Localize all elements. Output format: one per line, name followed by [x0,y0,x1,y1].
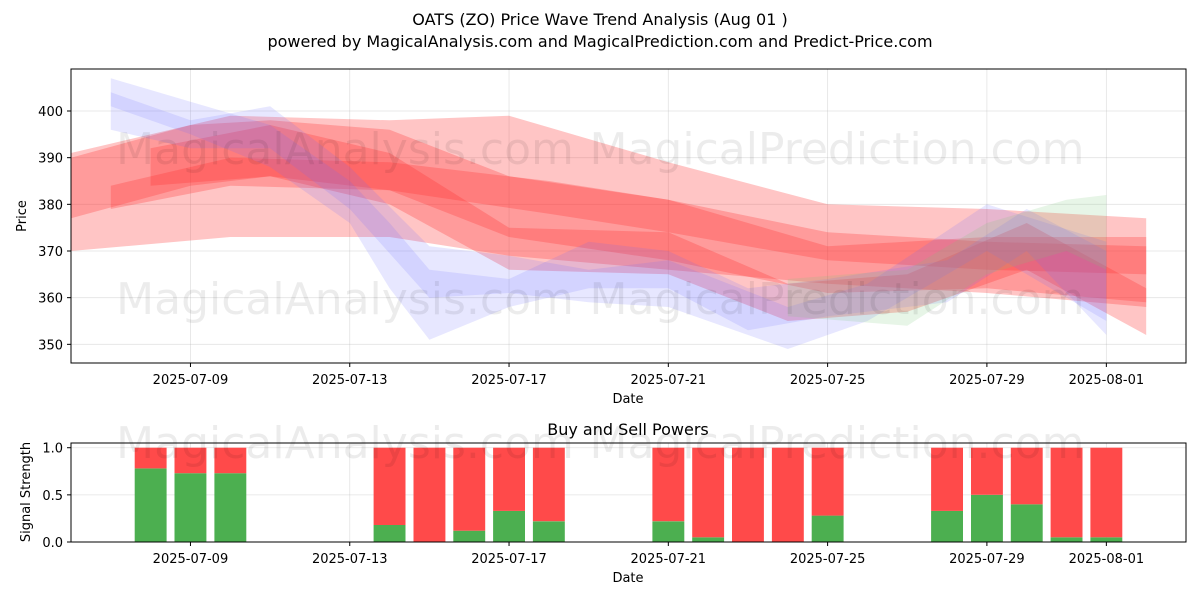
price-y-ticks: 350 360 370 380 390 400 [38,105,71,353]
price-plot-area [71,69,1186,363]
price-x-tick-label: 2025-07-17 [471,373,547,388]
buy-power-bar [134,468,167,542]
red-wave-band [71,115,1147,307]
signal-y-tick-label: 0.0 [42,536,63,551]
buy-power-bar [174,473,207,542]
signal-x-tick-label: 2025-07-29 [949,552,1025,567]
price-plot-frame [70,68,1187,364]
price-x-tick-label: 2025-07-09 [153,373,229,388]
signal-x-tick-label: 2025-07-17 [471,552,547,567]
sell-power-bar [971,447,1003,495]
price-y-axis-label: Price [15,200,30,232]
signal-title: Buy and Sell Powers [547,420,709,439]
green-wave-band [787,195,1107,326]
buy-power-bar [811,515,844,542]
price-y-tick-label: 400 [38,105,63,120]
sell-power-bar [931,447,963,511]
buy-power-bar [652,521,685,542]
watermark-prediction-mid: MagicalPrediction.com [590,274,1085,325]
sell-power-bar [214,447,247,474]
signal-x-ticks: 2025-07-09 2025-07-13 2025-07-17 2025-07-21… [153,542,1144,567]
signal-x-axis-label: Date [612,571,643,586]
price-x-ticks: 2025-07-09 2025-07-13 2025-07-17 2025-07-21… [153,363,1144,388]
price-x-tick-label: 2025-07-13 [312,373,388,388]
buy-power-bar [453,530,486,542]
signal-x-tick-label: 2025-07-13 [312,552,388,567]
red-wave-band [150,125,1147,335]
price-x-axis-label: Date [612,392,643,407]
buy-power-bar [493,510,525,542]
buy-power-bar [692,537,725,542]
watermark-analysis-mid: MagicalAnalysis.com [116,274,574,325]
sell-power-bar [134,447,167,469]
buy-power-bar [1090,537,1123,542]
signal-y-tick-label: 0.5 [42,489,63,504]
price-x-tick-label: 2025-07-25 [790,373,866,388]
price-y-tick-label: 380 [38,198,63,213]
buy-power-bar [373,525,406,542]
buy-power-bar [214,473,247,542]
signal-x-tick-label: 2025-08-01 [1069,552,1145,567]
sell-power-bar [1090,447,1123,538]
signal-y-ticks: 0.0 0.5 1.0 [42,442,71,551]
sell-power-bar [1010,447,1043,505]
sell-power-bar [811,447,844,516]
sell-power-bar [493,447,525,511]
signal-x-tick-label: 2025-07-09 [153,552,229,567]
price-grid [71,69,1186,363]
sell-power-bar [732,447,764,542]
sell-power-bar [532,447,565,522]
signal-bars [134,447,1123,542]
signal-x-tick-label: 2025-07-25 [790,552,866,567]
price-y-tick-label: 370 [38,245,63,260]
blue-wave-band [110,92,1107,350]
sell-power-bar [174,447,207,474]
price-x-tick-label: 2025-07-29 [949,373,1025,388]
chart-title: OATS (ZO) Price Wave Trend Analysis (Aug… [412,10,787,29]
signal-y-tick-label: 1.0 [42,442,63,457]
price-panel: MagicalAnalysis.com MagicalPrediction.co… [15,68,1187,407]
price-y-tick-label: 390 [38,152,63,167]
sell-power-bar [1050,447,1083,538]
price-y-tick-label: 350 [38,338,63,353]
signal-y-axis-label: Signal Strength [19,442,34,542]
signal-panel: Buy and Sell Powers MagicalAnalysis.com … [19,418,1187,586]
buy-power-bar [1050,537,1083,542]
sell-power-bar [652,447,685,522]
buy-power-bar [931,510,963,542]
signal-plot-frame [70,442,1187,543]
price-x-tick-label: 2025-07-21 [631,373,707,388]
red-wave-band [110,157,1147,275]
buy-power-bar [532,521,565,542]
price-y-tick-label: 360 [38,292,63,307]
watermark-analysis-top: MagicalAnalysis.com [116,124,574,175]
price-bands [71,78,1147,350]
sell-power-bar [692,447,725,538]
sell-power-bar [453,447,486,531]
buy-power-bar [1010,504,1043,542]
red-wave-band [71,120,1147,303]
signal-x-tick-label: 2025-07-21 [631,552,707,567]
sell-power-bar [373,447,406,525]
sell-power-bar [413,447,446,542]
watermark-prediction-top: MagicalPrediction.com [590,124,1085,175]
blue-wave-band [110,78,1107,340]
chart-subtitle: powered by MagicalAnalysis.com and Magic… [267,32,932,51]
price-x-tick-label: 2025-08-01 [1069,373,1145,388]
buy-power-bar [971,494,1003,542]
sell-power-bar [771,447,804,542]
